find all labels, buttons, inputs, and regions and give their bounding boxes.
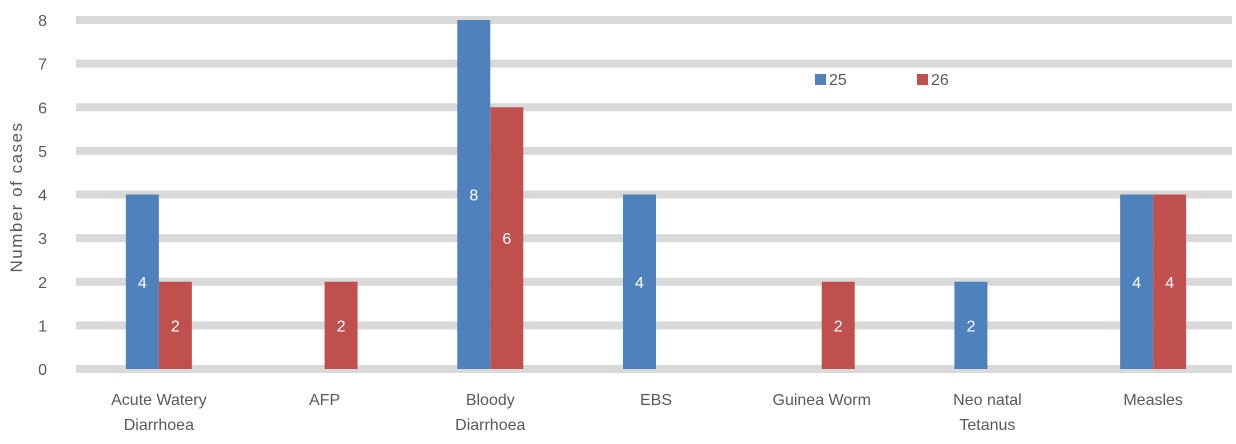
x-tick-label: Acute Watery Diarrhoea	[111, 392, 206, 434]
legend-label: 26	[931, 72, 949, 89]
y-tick-label: 0	[38, 362, 47, 379]
gridline	[76, 146, 1232, 155]
data-label: 6	[502, 231, 511, 248]
bar-series-26	[1153, 194, 1187, 369]
bar-series-26	[490, 107, 524, 369]
gridline	[76, 16, 1232, 24]
gridline	[76, 103, 1232, 112]
legend-label: 25	[829, 72, 847, 89]
bar-series-26	[821, 281, 855, 369]
y-tick-label: 6	[38, 100, 47, 117]
legend-swatch-25	[815, 74, 826, 85]
data-label: 2	[337, 318, 346, 335]
y-tick-label: 4	[38, 188, 47, 205]
x-tick-label: Bloody Diarrhoea	[455, 392, 525, 434]
bar-series-25	[1120, 194, 1154, 369]
bar-series-25	[457, 20, 491, 369]
x-tick-label: Measles	[1123, 392, 1183, 409]
bar-series-25	[623, 194, 656, 369]
y-tick-label: 1	[38, 318, 47, 335]
y-tick-label: 5	[38, 144, 47, 161]
data-label: 2	[966, 318, 975, 335]
y-tick-label: 3	[38, 231, 47, 248]
bars	[125, 20, 1187, 369]
data-label: 4	[1132, 275, 1141, 292]
data-label: 4	[635, 275, 644, 292]
legend-swatch-26	[917, 74, 928, 85]
bar-series-25	[954, 281, 988, 369]
x-tick-label: EBS	[640, 392, 672, 409]
data-labels: 4 2 2 8 6 4 2 2 4 4	[138, 188, 1174, 336]
y-tick-label: 8	[38, 13, 47, 30]
y-tick-label: 7	[38, 57, 47, 74]
y-axis-ticks: 0 1 2 3 4 5 6 7 8	[38, 13, 47, 379]
data-label: 4	[138, 275, 147, 292]
legend: 25 26	[815, 72, 949, 89]
gridline	[76, 59, 1232, 68]
data-label: 2	[171, 318, 180, 335]
bar-series-25	[125, 194, 159, 369]
data-label: 8	[469, 188, 478, 205]
x-tick-label: AFP	[309, 392, 340, 409]
x-axis-ticks: Acute Watery Diarrhoea AFP Bloody Diarrhoea E…	[111, 392, 1183, 434]
data-label: 2	[834, 318, 843, 335]
bar-series-26	[158, 281, 192, 369]
x-tick-label: Neo natal Tetanus	[953, 392, 1022, 434]
y-tick-label: 2	[38, 275, 47, 292]
x-tick-label: Guinea Worm	[773, 392, 871, 409]
bar-series-26	[324, 281, 358, 369]
y-axis-label: Number of cases	[7, 122, 26, 273]
data-label: 4	[1165, 275, 1174, 292]
